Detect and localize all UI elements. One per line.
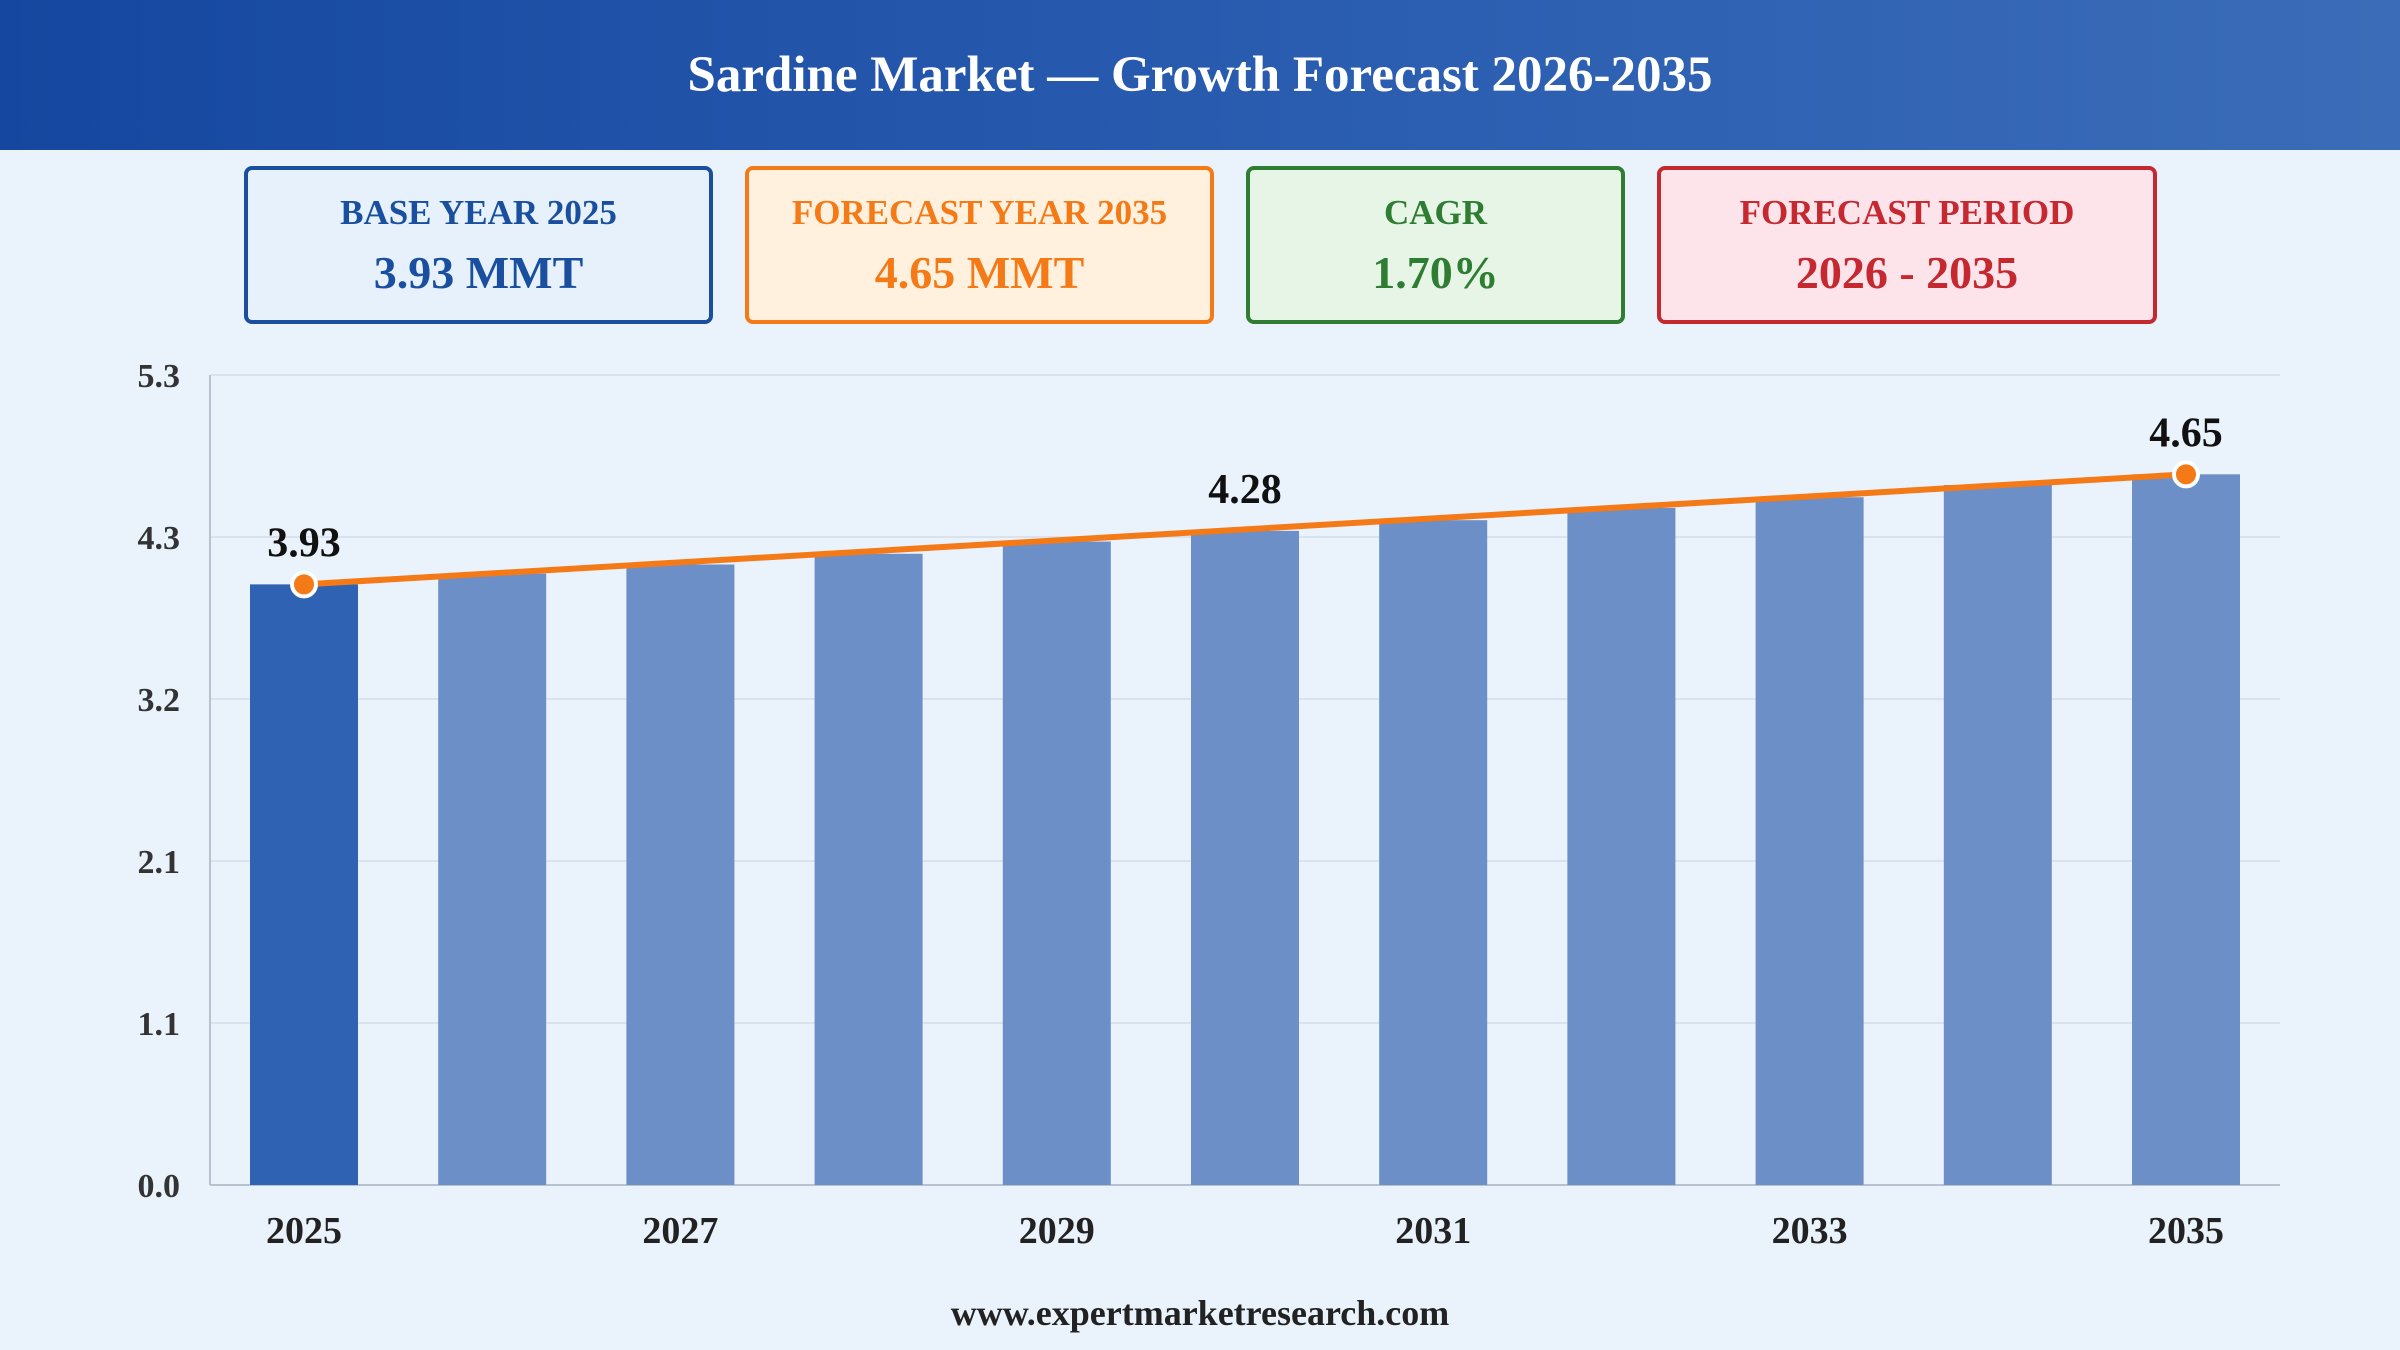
forecast-year-label: FORECAST YEAR 2035 (791, 192, 1168, 232)
x-tick-label: 2031 (1395, 1210, 1471, 1252)
y-tick-label: 3.2 (138, 682, 181, 719)
cagr-card: CAGR 1.70% (1246, 166, 1625, 324)
data-label: 4.65 (2149, 410, 2223, 456)
bar-2028 (814, 553, 923, 1185)
bar-2027 (626, 564, 735, 1185)
trend-marker (2172, 460, 2200, 489)
bar-2026 (438, 573, 547, 1185)
forecast-period-value: 2026 - 2035 (1795, 246, 2019, 298)
y-tick-label: 0.0 (138, 1168, 181, 1205)
website-footer: www.expertmarketresearch.com (950, 1293, 1450, 1333)
y-tick-label: 2.1 (138, 844, 181, 881)
bar-2033 (1755, 497, 1864, 1185)
trend-line (301, 471, 2189, 588)
bar-2032 (1567, 507, 1676, 1185)
forecast-year-value: 4.65 MMT (874, 246, 1085, 298)
base-year-label: BASE YEAR 2025 (340, 192, 617, 232)
header-banner: Sardine Market — Growth Forecast 2026-20… (0, 0, 2400, 150)
y-tick-label: 4.3 (138, 520, 181, 557)
base-year-value: 3.93 MMT (373, 246, 584, 298)
bar-2031 (1379, 520, 1488, 1185)
forecast-period-card: FORECAST PERIOD 2026 - 2035 (1657, 166, 2157, 324)
x-tick-label: 2029 (1019, 1210, 1095, 1252)
x-tick-label: 2033 (1772, 1210, 1848, 1252)
cagr-value: 1.70% (1372, 246, 1499, 298)
bar-2035 (2132, 474, 2240, 1186)
base-year-card: BASE YEAR 2025 3.93 MMT (244, 166, 713, 324)
bar-2025 (250, 584, 358, 1185)
forecast-period-label: FORECAST PERIOD (1739, 192, 2075, 232)
x-tick-label: 2035 (2148, 1210, 2224, 1252)
cagr-label: CAGR (1383, 192, 1488, 232)
forecast-year-card: FORECAST YEAR 2035 4.65 MMT (745, 166, 1214, 324)
trend-marker (290, 570, 318, 599)
data-label: 4.28 (1208, 467, 1282, 513)
data-label: 3.93 (267, 520, 341, 566)
page-title: Sardine Market — Growth Forecast 2026-20… (687, 47, 1713, 103)
bar-2034 (1943, 485, 2052, 1186)
bar-2029 (1002, 541, 1111, 1185)
y-tick-label: 1.1 (138, 1006, 181, 1043)
x-tick-label: 2025 (266, 1210, 342, 1252)
y-tick-label: 5.3 (138, 358, 181, 395)
bar-2030 (1191, 530, 1299, 1185)
x-tick-label: 2027 (642, 1210, 718, 1252)
